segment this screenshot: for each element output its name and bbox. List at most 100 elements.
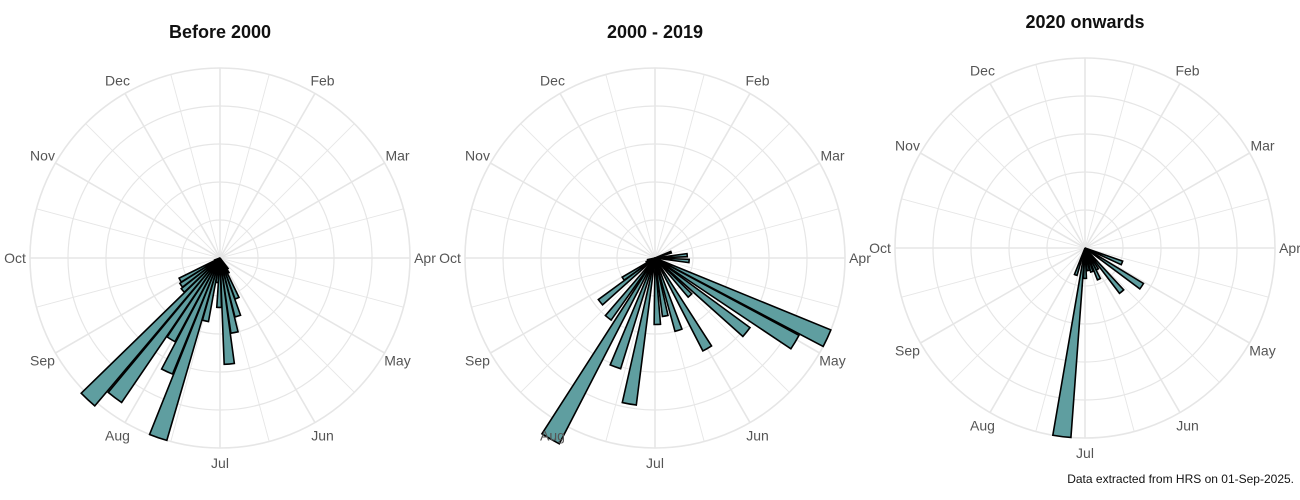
- grid-spoke: [219, 257, 404, 308]
- polar-bar: [1084, 247, 1102, 281]
- grid-spoke: [654, 74, 705, 259]
- polar-bar: [107, 257, 221, 404]
- chart-title: 2020 onwards: [1025, 12, 1144, 32]
- polar-bar: [1084, 247, 1094, 274]
- grid-spoke: [1084, 83, 1181, 249]
- month-label-feb: Feb: [310, 73, 334, 89]
- month-label-apr: Apr: [414, 250, 436, 266]
- polar-bar: [213, 257, 221, 262]
- grid-spoke: [36, 208, 221, 259]
- grid-spoke: [1084, 64, 1135, 249]
- month-label-nov: Nov: [30, 148, 55, 164]
- polar-chart-3: 2020 onwards Feb Mar Apr May Jun Jul Aug Sep Oct N…: [869, 12, 1300, 461]
- grid-spoke: [989, 247, 1086, 413]
- grid-spoke: [654, 93, 751, 259]
- grid-spoke: [901, 198, 1086, 249]
- grid-spoke: [605, 74, 656, 259]
- month-label-jun: Jun: [1176, 418, 1199, 434]
- grid-spoke: [920, 152, 1086, 249]
- month-label-apr: Apr: [1279, 240, 1300, 256]
- polar-bar: [654, 257, 801, 350]
- month-label-jul: Jul: [1076, 445, 1094, 461]
- polar-bar: [1084, 247, 1124, 266]
- month-label-sep: Sep: [895, 343, 920, 359]
- month-label-dec: Dec: [970, 63, 995, 79]
- month-labels: Feb Mar Apr May Jun Jul Aug Sep Oct Nov Dec: [439, 73, 871, 472]
- polar-bar: [654, 250, 673, 259]
- month-label-may: May: [819, 353, 845, 369]
- month-label-oct: Oct: [4, 250, 26, 266]
- polar-bar: [540, 257, 656, 445]
- grid-spoke: [55, 162, 221, 259]
- grid-spoke: [950, 247, 1086, 383]
- month-label-may: May: [1249, 343, 1275, 359]
- polar-bar: [160, 257, 221, 376]
- grid-spoke: [520, 123, 656, 259]
- polar-bar: [1084, 247, 1125, 295]
- grid-spoke: [219, 93, 316, 259]
- month-label-sep: Sep: [30, 353, 55, 369]
- grid-spoke: [559, 93, 656, 259]
- polar-bar: [178, 257, 221, 289]
- chart-title: Before 2000: [169, 22, 271, 42]
- month-label-oct: Oct: [439, 250, 461, 266]
- grid-spoke: [1084, 247, 1181, 413]
- polar-bar: [148, 257, 221, 442]
- polar-bar: [180, 257, 221, 294]
- polar-chart-2: 2000 - 2019 Feb Mar Apr May Jun Jul Aug Sep Oct No…: [439, 22, 871, 471]
- month-label-dec: Dec: [540, 73, 565, 89]
- polar-bar: [1073, 247, 1086, 277]
- grid-spoke: [901, 247, 1086, 298]
- grid-spoke: [1035, 64, 1086, 249]
- month-label-mar: Mar: [385, 148, 409, 164]
- grid-spoke: [219, 257, 355, 393]
- polar-bar: [609, 257, 656, 370]
- polar-bar: [621, 257, 656, 282]
- month-label-feb: Feb: [1175, 63, 1199, 79]
- month-label-jun: Jun: [746, 428, 769, 444]
- month-label-aug: Aug: [970, 418, 995, 434]
- polar-bar: [1084, 247, 1145, 291]
- grid-spoke: [219, 123, 355, 259]
- grid-spoke: [654, 208, 839, 259]
- grid-spoke: [1084, 152, 1250, 249]
- grid-spoke: [654, 257, 839, 308]
- grid-spoke: [605, 257, 656, 442]
- grid-spoke: [170, 74, 221, 259]
- month-label-mar: Mar: [1250, 138, 1274, 154]
- polar-bar: [178, 257, 221, 284]
- polar-bar: [654, 257, 690, 264]
- grid-spoke: [219, 208, 404, 259]
- month-label-nov: Nov: [895, 138, 920, 154]
- polar-bar: [654, 252, 689, 259]
- month-label-jul: Jul: [646, 455, 664, 471]
- grid-spoke: [1084, 247, 1220, 383]
- data-source-caption: Data extracted from HRS on 01-Sep-2025.: [1067, 472, 1294, 486]
- polar-bar: [654, 257, 832, 348]
- grid-spoke: [471, 208, 656, 259]
- grid-spoke: [219, 162, 385, 259]
- grid-spoke: [1084, 198, 1269, 249]
- polar-bar: [654, 257, 683, 333]
- month-label-mar: Mar: [820, 148, 844, 164]
- month-label-aug: Aug: [540, 428, 565, 444]
- month-labels: Feb Mar Apr May Jun Jul Aug Sep Oct Nov Dec: [4, 73, 436, 472]
- grid-spoke: [520, 257, 656, 393]
- grid-spoke: [1084, 113, 1220, 249]
- polar-bar: [1051, 247, 1086, 439]
- month-labels: Feb Mar Apr May Jun Jul Aug Sep Oct Nov Dec: [869, 63, 1300, 462]
- polar-bar: [654, 257, 752, 338]
- polar-bar: [219, 257, 236, 366]
- grid-spoke: [654, 123, 790, 259]
- polar-bar: [654, 257, 713, 352]
- month-label-nov: Nov: [465, 148, 490, 164]
- polar-bar: [654, 257, 669, 318]
- month-label-feb: Feb: [745, 73, 769, 89]
- month-label-jul: Jul: [211, 455, 229, 471]
- grid-spoke: [85, 123, 221, 259]
- month-label-dec: Dec: [105, 73, 130, 89]
- polar-bar: [215, 257, 223, 309]
- grid-spoke: [989, 83, 1086, 249]
- polar-bar: [166, 257, 221, 343]
